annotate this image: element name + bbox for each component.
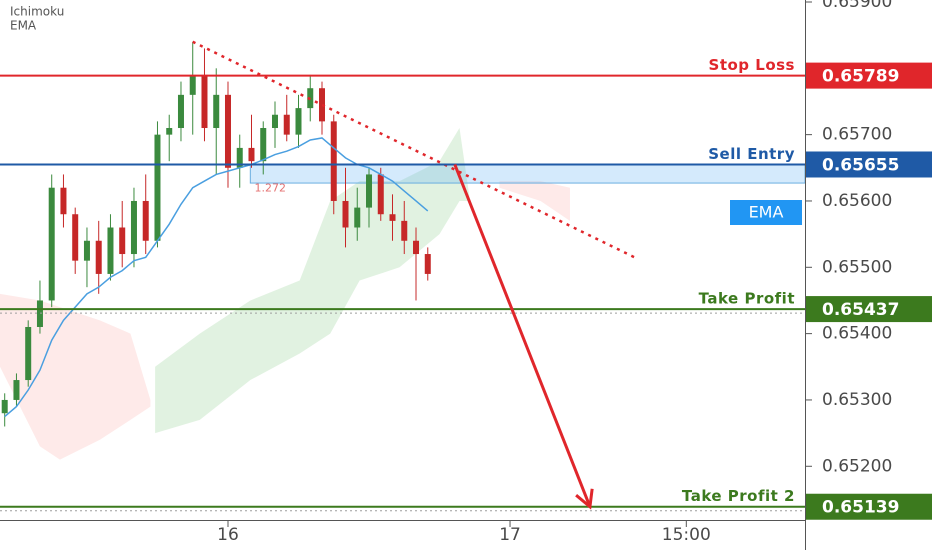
y-tick-label: 0.65900	[822, 0, 892, 12]
y-tick-label: 0.65200	[822, 456, 892, 476]
candle-body	[295, 108, 302, 135]
candle-body	[248, 147, 255, 162]
price-box-label: 0.65139	[822, 498, 899, 518]
x-tick-label: 17	[499, 525, 521, 545]
candle-body	[72, 214, 79, 261]
candle-body	[95, 240, 102, 274]
candle-body	[201, 74, 208, 129]
price-box	[806, 62, 932, 89]
candle-body	[271, 114, 278, 129]
level-label: Take Profit 2	[682, 487, 795, 505]
indicator-label: EMA	[10, 19, 37, 33]
candle-body	[236, 147, 243, 168]
candle-body	[177, 94, 184, 129]
level-label: Stop Loss	[709, 56, 795, 74]
y-tick-label: 0.65600	[822, 191, 892, 211]
candle-body	[25, 326, 32, 381]
level-label: Sell Entry	[708, 145, 795, 163]
candle-body	[319, 88, 325, 122]
ema-badge	[730, 200, 802, 225]
candle-body	[413, 240, 420, 255]
candle-body	[83, 240, 90, 261]
fib-label: 1.272	[255, 181, 287, 194]
candle-body	[377, 174, 384, 215]
candle-body	[154, 134, 161, 241]
candle-body	[13, 380, 20, 400]
price-box-label: 0.65655	[822, 155, 899, 175]
candle-body	[283, 114, 290, 135]
price-box	[806, 493, 932, 520]
trendline	[192, 40, 636, 259]
candle-body	[389, 214, 396, 221]
price-box	[806, 151, 932, 178]
indicator-label: Ichimoku	[10, 5, 64, 19]
ichimoku-cloud	[0, 293, 151, 460]
candle-body	[354, 207, 361, 228]
candle-body	[366, 174, 373, 208]
candle-body	[119, 227, 126, 255]
candle-body	[224, 94, 231, 168]
ichimoku-cloud	[499, 181, 570, 221]
level-label: Take Profit	[699, 290, 795, 308]
arrow-head	[575, 488, 594, 510]
ichimoku-cloud	[155, 128, 471, 434]
x-tick-label: 15:00	[662, 525, 711, 545]
y-tick-label: 0.65500	[822, 257, 892, 277]
candle-body	[36, 300, 43, 327]
candle-body	[260, 128, 267, 162]
candle-body	[60, 187, 67, 215]
ema-badge-label: EMA	[749, 203, 784, 222]
candle-body	[189, 74, 196, 95]
candle-body	[1, 399, 8, 414]
plot-area: 1.272	[0, 40, 805, 512]
candle-body	[166, 128, 173, 135]
candle-body	[48, 187, 55, 301]
candle-body	[107, 227, 114, 274]
candle-body	[330, 121, 337, 201]
y-tick-label: 0.65400	[822, 324, 892, 344]
candle-body	[424, 254, 431, 274]
y-tick-label: 0.65300	[822, 390, 892, 410]
candle-body	[130, 200, 137, 255]
price-box	[806, 296, 932, 323]
price-box-label: 0.65437	[822, 300, 899, 320]
forecast-arrow	[453, 163, 592, 508]
price-box-label: 0.65789	[822, 67, 899, 87]
candle-body	[213, 94, 220, 129]
candle-body	[142, 200, 149, 241]
candle-body	[342, 200, 349, 228]
x-tick-label: 16	[217, 525, 239, 545]
y-tick-label: 0.65700	[822, 125, 892, 145]
candle-body	[401, 220, 408, 241]
